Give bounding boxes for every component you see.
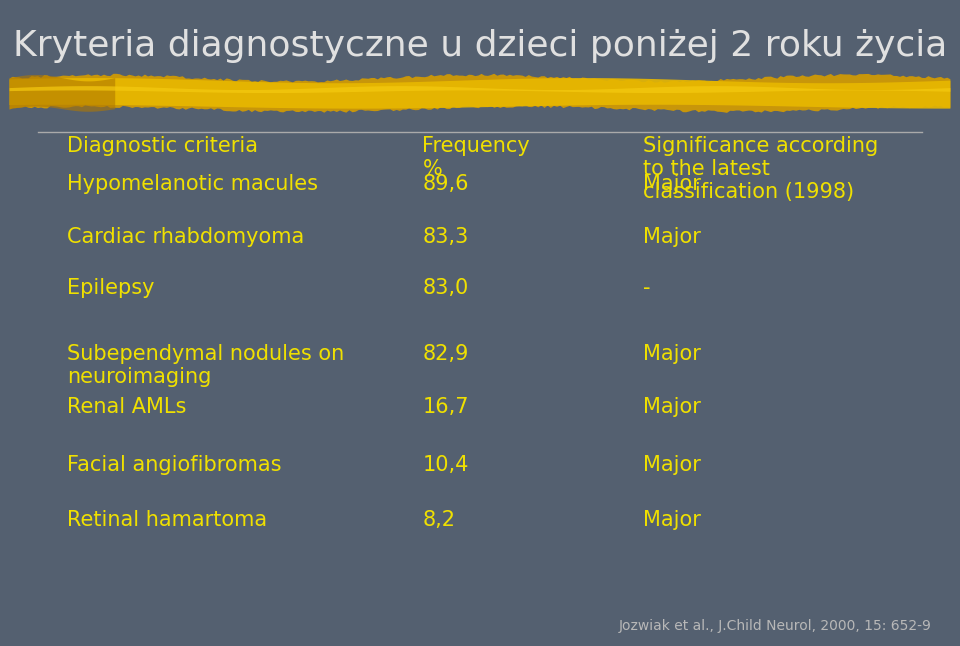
Text: Epilepsy: Epilepsy — [67, 278, 155, 298]
Text: Subependymal nodules on
neuroimaging: Subependymal nodules on neuroimaging — [67, 344, 345, 387]
Text: Facial angiofibromas: Facial angiofibromas — [67, 455, 281, 475]
Text: Major: Major — [643, 455, 701, 475]
Polygon shape — [10, 74, 950, 113]
Text: 83,3: 83,3 — [422, 227, 468, 247]
Text: 8,2: 8,2 — [422, 510, 455, 530]
Text: 16,7: 16,7 — [422, 397, 468, 417]
Text: Major: Major — [643, 510, 701, 530]
Text: Major: Major — [643, 397, 701, 417]
Text: Hypomelanotic macules: Hypomelanotic macules — [67, 174, 318, 194]
Text: 82,9: 82,9 — [422, 344, 468, 364]
Text: Diagnostic criteria: Diagnostic criteria — [67, 136, 258, 156]
Text: Renal AMLs: Renal AMLs — [67, 397, 186, 417]
Text: Cardiac rhabdomyoma: Cardiac rhabdomyoma — [67, 227, 304, 247]
Text: Major: Major — [643, 344, 701, 364]
Polygon shape — [10, 86, 950, 93]
Text: 83,0: 83,0 — [422, 278, 468, 298]
Text: Major: Major — [643, 174, 701, 194]
Text: 89,6: 89,6 — [422, 174, 468, 194]
Text: Major: Major — [643, 227, 701, 247]
Polygon shape — [10, 75, 115, 112]
Polygon shape — [10, 78, 950, 109]
Text: Retinal hamartoma: Retinal hamartoma — [67, 510, 267, 530]
Text: Significance according
to the latest
classification (1998): Significance according to the latest cla… — [643, 136, 878, 202]
Text: Frequency
%: Frequency % — [422, 136, 530, 179]
Text: Kryteria diagnostyczne u dzieci poniżej 2 roku życia: Kryteria diagnostyczne u dzieci poniżej … — [12, 29, 948, 63]
Text: Jozwiak et al., J.Child Neurol, 2000, 15: 652-9: Jozwiak et al., J.Child Neurol, 2000, 15… — [618, 619, 931, 633]
Text: -: - — [643, 278, 651, 298]
Text: 10,4: 10,4 — [422, 455, 468, 475]
